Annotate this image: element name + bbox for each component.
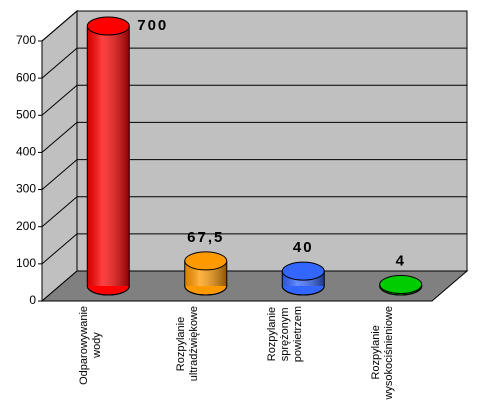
bar-group: 67,5 xyxy=(184,229,228,296)
bar-group: 4 xyxy=(379,252,423,296)
cylinder-shade xyxy=(87,26,130,286)
y-tick-label: 100 xyxy=(16,256,36,270)
y-tick-label: 0 xyxy=(29,293,36,307)
cylinder-top xyxy=(86,16,130,36)
cylinder-top xyxy=(184,251,228,271)
y-tick-label: 200 xyxy=(16,219,36,233)
grid-line xyxy=(41,47,78,79)
cylinder-outline xyxy=(281,271,325,296)
y-tick-label: 400 xyxy=(16,145,36,159)
grid-line xyxy=(41,122,78,153)
cylinder-outline xyxy=(379,284,423,296)
value-label: 4 xyxy=(396,252,406,269)
y-tick-label: 700 xyxy=(16,33,36,47)
bar-group: 40 xyxy=(281,239,325,296)
cylinder-top xyxy=(379,275,423,295)
grid-line xyxy=(41,84,78,116)
y-tick-label: 600 xyxy=(16,70,36,84)
x-tick-label: Rozpylanie ultradźwiękowe xyxy=(175,306,201,382)
value-label: 700 xyxy=(137,17,168,34)
value-label: 40 xyxy=(293,239,314,256)
side-wall xyxy=(41,9,78,303)
x-tick-label: Rozpylanie wysokociśnieniowe xyxy=(370,306,396,400)
grid-line xyxy=(41,196,78,228)
cylinder-outline xyxy=(86,26,130,296)
grid-line xyxy=(41,159,78,190)
x-tick-label: Odparowywanie wody xyxy=(77,306,103,385)
y-tick-label: 300 xyxy=(16,182,36,196)
value-label: 67,5 xyxy=(187,229,224,246)
grid-line xyxy=(41,233,78,265)
y-tick-label: 500 xyxy=(16,107,36,121)
bar-group: 700 xyxy=(86,16,168,296)
back-wall xyxy=(76,10,468,272)
grid-line xyxy=(41,10,78,42)
cylinder-top xyxy=(281,261,325,281)
cylinder-outline xyxy=(184,260,228,296)
floor xyxy=(40,270,469,302)
x-tick-label: Rozpylanie sprężonym powietrzem xyxy=(266,306,305,363)
